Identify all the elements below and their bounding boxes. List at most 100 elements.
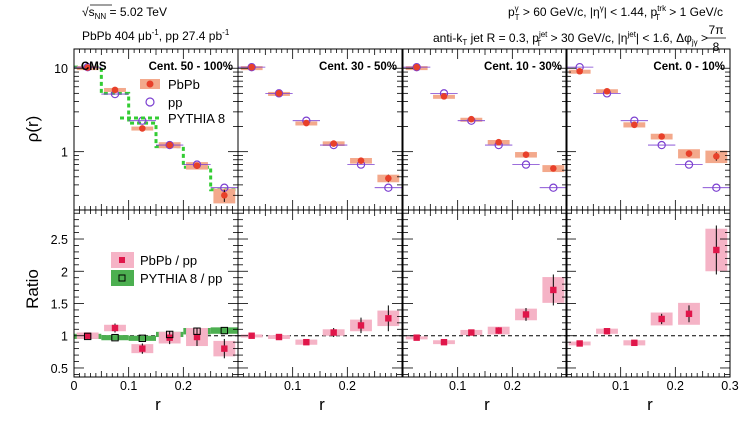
pbpb-marker bbox=[303, 119, 310, 127]
ratio-marker bbox=[440, 338, 448, 346]
ratio-marker bbox=[248, 332, 255, 339]
ratio-marker bbox=[603, 328, 611, 335]
y-tick-label-bottom: 1 bbox=[61, 330, 68, 344]
legend-ratio-marker bbox=[119, 257, 125, 263]
centrality-label: Cent. 30 - 50% bbox=[319, 61, 397, 73]
pbpb-marker bbox=[440, 93, 448, 100]
ratio-marker bbox=[550, 286, 557, 294]
pythia-ratio-marker bbox=[165, 330, 174, 339]
legend-pythia-ratio-marker bbox=[118, 274, 126, 282]
jet-cut-label: anti-kT jet R = 0.3, pjet T > 30 GeV/c, |… bbox=[433, 30, 708, 48]
pythia-ratio-marker bbox=[220, 326, 229, 335]
x-tick-label: 0.1 bbox=[449, 379, 466, 393]
ratio-marker bbox=[139, 345, 146, 352]
pp-marker bbox=[657, 140, 666, 150]
pythia-ratio-marker bbox=[193, 327, 201, 335]
pbpb-marker bbox=[357, 157, 365, 164]
ratio-marker bbox=[685, 310, 693, 318]
header: √sNN = 5.02 TeV PbPb 404 μb-1, pp 27.4 p… bbox=[82, 4, 726, 54]
legend-bottom: PbPb / pp PYTHIA 8 / pp bbox=[111, 252, 222, 286]
cms-label: CMS bbox=[81, 61, 107, 73]
pbpb-marker bbox=[468, 115, 475, 123]
ratio-marker bbox=[522, 311, 530, 318]
ratio-marker bbox=[576, 340, 583, 347]
pbpb-marker bbox=[193, 162, 201, 169]
pp-marker bbox=[521, 160, 531, 169]
x-tick-label: 0.2 bbox=[339, 379, 356, 393]
pbpb-marker bbox=[385, 174, 392, 182]
pythia-histogram bbox=[74, 65, 238, 192]
x-axis-label: r bbox=[647, 395, 653, 414]
jet-cut-fraction-denominator: 8 bbox=[713, 40, 720, 54]
legend-ratio-label: PbPb / pp bbox=[140, 253, 197, 268]
y-tick-label-top: 10 bbox=[54, 62, 68, 76]
ratio-marker bbox=[221, 345, 228, 352]
pbpb-marker bbox=[603, 87, 611, 95]
ratio-marker bbox=[713, 246, 720, 254]
x-tick-label: 0.2 bbox=[667, 379, 684, 393]
axis-ticks: 0 0.1 0.2 0.1 0.2 0.1 0.2 0.1 0.2 0.3 1 10 0.5 1 1.5 2 2… bbox=[51, 49, 739, 393]
panel-content bbox=[74, 62, 238, 359]
panel-4 bbox=[566, 62, 730, 347]
luminosity-label: PbPb 404 μb-1, pp 27.4 pb-1 bbox=[82, 28, 230, 43]
legend-top: PbPb pp PYTHIA 8 bbox=[120, 77, 225, 126]
pbpb-marker bbox=[522, 151, 530, 158]
plot-area bbox=[74, 62, 730, 359]
legend-pbpb-label: PbPb bbox=[168, 77, 200, 92]
legend-pbpb-marker bbox=[146, 80, 154, 88]
pythia-ratio-band bbox=[101, 335, 129, 341]
legend-pythia-ratio-band bbox=[111, 270, 134, 286]
panel-content bbox=[566, 62, 730, 347]
pythia-ratio-marker bbox=[138, 334, 147, 343]
pythia-ratio-marker bbox=[111, 333, 119, 342]
pbpb-marker bbox=[550, 165, 557, 172]
pbpb-marker bbox=[713, 153, 720, 160]
centrality-label: Cent. 10 - 30% bbox=[484, 61, 562, 73]
y-tick-label-bottom: 2.5 bbox=[51, 233, 68, 247]
pp-marker bbox=[684, 160, 694, 169]
panel-content bbox=[403, 62, 567, 346]
pbpb-marker bbox=[221, 192, 228, 199]
legend-pythia-ratio-label: PYTHIA 8 / pp bbox=[140, 271, 222, 286]
panel-labels: Cent. 50 - 100% Cent. 30 - 50% Cent. 10 - … bbox=[149, 61, 725, 73]
legend-pp-label: pp bbox=[168, 95, 182, 110]
pp-marker bbox=[384, 183, 393, 192]
ratio-marker bbox=[275, 333, 283, 341]
pbpb-marker bbox=[111, 86, 119, 94]
jet-cut-fraction-numerator: 7π bbox=[709, 23, 724, 37]
pbpb-marker bbox=[84, 64, 91, 71]
panel-content bbox=[238, 62, 402, 346]
centrality-label: Cent. 50 - 100% bbox=[149, 61, 233, 73]
pbpb-marker bbox=[248, 63, 255, 71]
pp-marker bbox=[549, 183, 558, 192]
y-axis-label-top: ρ(r) bbox=[23, 116, 42, 143]
pp-marker bbox=[412, 62, 421, 72]
ratio-marker bbox=[385, 315, 392, 322]
centrality-label: Cent. 0 - 10% bbox=[653, 61, 725, 73]
x-tick-label: 0.1 bbox=[612, 379, 629, 393]
pbpb-marker bbox=[275, 90, 283, 97]
x-tick-label: 0.2 bbox=[175, 379, 192, 393]
bottom-panel-frame bbox=[237, 209, 403, 378]
top-panel-frame bbox=[237, 48, 403, 211]
pbpb-marker bbox=[413, 63, 420, 71]
x-axis-label: r bbox=[484, 395, 490, 414]
pbpb-marker bbox=[495, 138, 502, 146]
y-tick-label-bottom: 2 bbox=[61, 265, 68, 279]
y-axis-label-bottom: Ratio bbox=[23, 269, 42, 309]
ratio-marker bbox=[330, 329, 337, 336]
pbpb-marker bbox=[576, 67, 583, 75]
x-tick-label: 0.1 bbox=[120, 379, 137, 393]
x-tick-label: 0.3 bbox=[721, 379, 738, 393]
x-axis-label: r bbox=[155, 395, 161, 414]
ratio-marker bbox=[84, 332, 91, 339]
pbpb-marker bbox=[631, 121, 638, 129]
photon-cut-label: pγ T > 60 GeV/c, |ηγ| < 1.44, ptrk T > 1 G… bbox=[508, 4, 723, 22]
energy-label: √sNN = 5.02 TeV bbox=[82, 5, 167, 21]
pbpb-marker bbox=[139, 125, 146, 132]
ratio-marker bbox=[357, 322, 365, 329]
panel-2 bbox=[238, 62, 402, 346]
pp-marker bbox=[274, 89, 284, 98]
